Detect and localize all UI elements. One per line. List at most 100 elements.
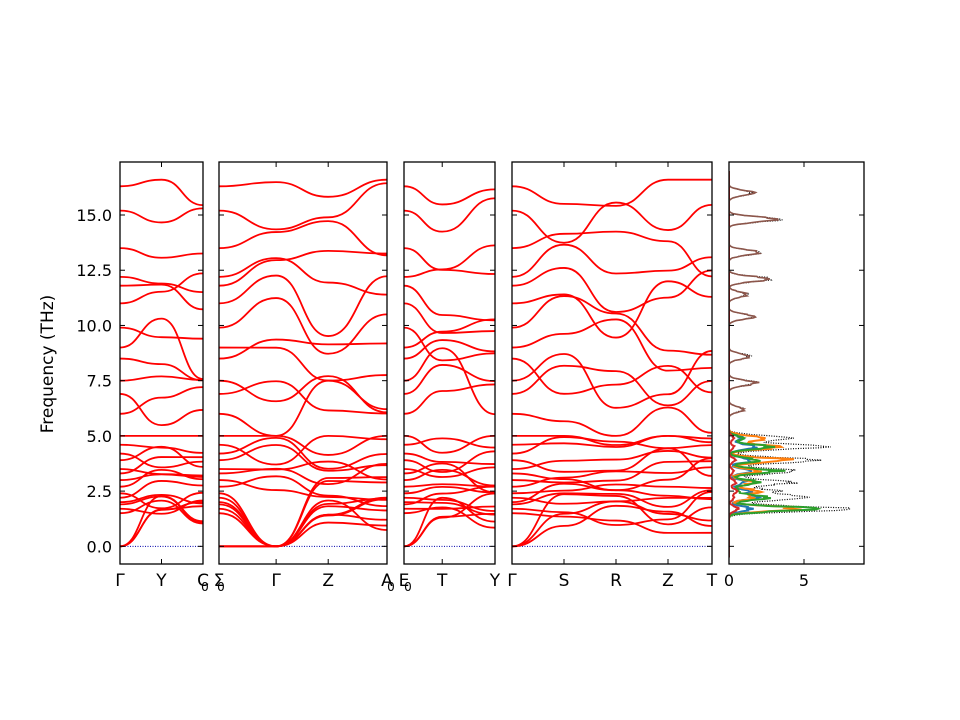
band-line: [404, 496, 495, 548]
band-line: [219, 475, 387, 508]
band-line: [120, 456, 203, 475]
k-point-label: Γ: [271, 571, 281, 591]
band-line: [512, 434, 712, 446]
band-line: [120, 499, 203, 515]
band-curves: [120, 178, 203, 548]
k-point-subscript: 0: [404, 580, 412, 594]
band-line: [512, 350, 712, 409]
band-line: [219, 257, 387, 296]
k-point-label: C: [197, 571, 209, 591]
band-line: [512, 318, 712, 372]
dos-frame: [728, 161, 865, 565]
band-line: [404, 347, 495, 416]
band-line: [120, 468, 203, 477]
band-line: [219, 274, 387, 337]
k-point-label: T: [706, 571, 718, 591]
band-line: [120, 207, 203, 224]
dos-partial-line: [729, 171, 822, 558]
panel-frame: [403, 161, 496, 565]
band-line: [512, 436, 712, 455]
band-line: [404, 364, 495, 395]
dos-partial-line: [729, 171, 740, 558]
band-line: [404, 506, 495, 529]
band-line: [404, 450, 495, 473]
band-line: [512, 500, 712, 548]
band-line: [512, 504, 712, 548]
band-line: [404, 197, 495, 233]
band-line: [120, 283, 203, 311]
band-line: [219, 434, 387, 456]
band-line: [219, 436, 387, 470]
band-line: [512, 230, 712, 278]
band-line: [120, 178, 203, 207]
dos-x-tick-label: 0: [724, 571, 734, 590]
k-point-label: Σ: [214, 571, 225, 591]
band-line: [404, 468, 495, 487]
panel-frame: [218, 161, 388, 565]
band-panel-1: 0.0 2.5 5.0 7.5 10.0 12.5 15.0 Γ Y C: [76, 161, 209, 591]
band-line: [404, 318, 495, 349]
band-line: [404, 505, 495, 510]
band-line: [404, 501, 495, 516]
band-line: [120, 357, 203, 382]
band-line: [512, 447, 712, 477]
band-line: [512, 201, 712, 244]
k-point-label: A: [381, 571, 393, 591]
band-curves: [512, 178, 712, 548]
k-point-label: S: [559, 571, 570, 591]
band-line: [512, 295, 712, 356]
band-line: [512, 357, 712, 395]
band-line: [120, 491, 203, 510]
dos-x-tick-label: 5: [799, 571, 809, 590]
band-line: [120, 386, 203, 415]
band-line: [120, 505, 203, 548]
band-line: [219, 460, 387, 481]
band-line: [404, 434, 495, 454]
band-line: [512, 496, 712, 505]
band-line: [512, 364, 712, 407]
k-point-label: Z: [662, 571, 674, 591]
k-point-label: T: [436, 571, 448, 591]
band-line: [404, 496, 495, 512]
band-line: [404, 185, 495, 206]
band-line: [120, 393, 203, 427]
band-line: [219, 462, 387, 486]
band-line: [404, 244, 495, 278]
y-tick-label: 0.0: [87, 537, 112, 556]
dos-curves: [729, 171, 851, 558]
band-line: [404, 326, 495, 362]
k-point-label: Γ: [507, 571, 517, 591]
band-line: [219, 297, 387, 355]
band-line: [512, 457, 712, 492]
band-line: [219, 444, 387, 472]
band-line: [512, 280, 712, 339]
band-line: [404, 339, 495, 360]
band-line: [512, 450, 712, 470]
y-tick-label: 10.0: [76, 316, 112, 335]
band-line: [120, 452, 203, 469]
band-line: [120, 495, 203, 523]
band-line: [512, 267, 712, 313]
band-line: [404, 466, 495, 478]
band-line: [404, 485, 495, 495]
band-line: [512, 491, 712, 526]
band-curves: [404, 185, 495, 548]
band-line: [219, 375, 387, 414]
band-line: [219, 380, 387, 415]
band-line: [120, 326, 203, 340]
band-line: [512, 243, 712, 278]
k-point-subscript: 0: [217, 580, 225, 594]
k-point-label: E: [399, 571, 410, 591]
band-line: [120, 480, 203, 499]
band-line: [120, 375, 203, 382]
y-tick-label: 12.5: [76, 261, 112, 280]
band-line: [219, 249, 387, 287]
band-line: [120, 317, 203, 380]
band-line: [219, 434, 387, 466]
band-line: [219, 497, 387, 548]
band-line: [219, 182, 387, 231]
k-point-subscript: 0: [201, 580, 209, 594]
